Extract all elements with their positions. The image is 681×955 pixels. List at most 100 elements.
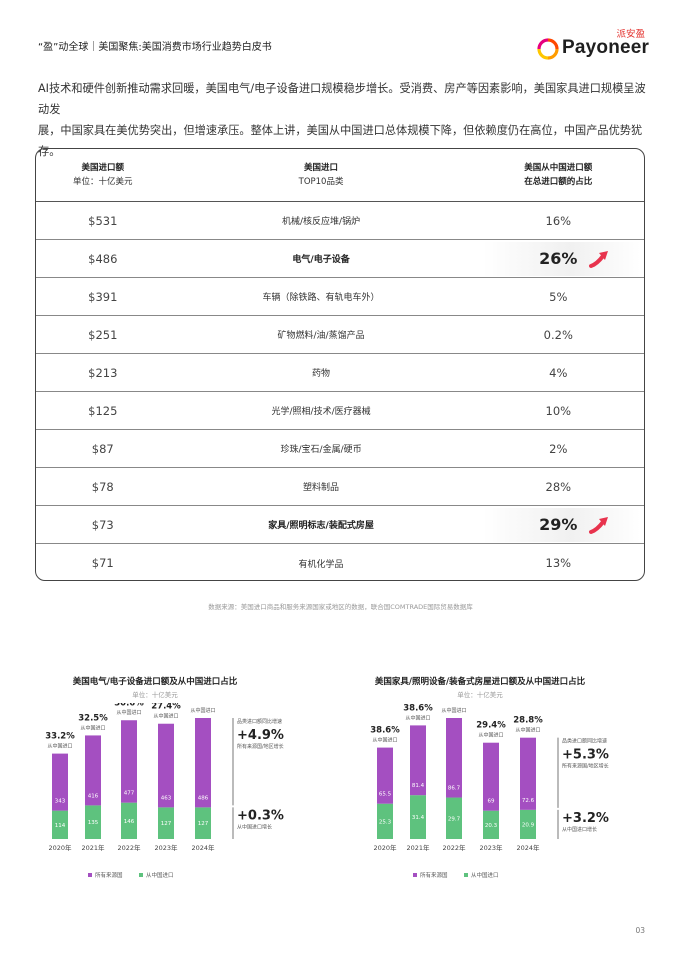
import-amount-cell: $87 bbox=[91, 441, 114, 456]
import-amount-cell: $73 bbox=[91, 517, 114, 532]
china-share-caption: 从中国进口 bbox=[405, 714, 430, 721]
china-value-label: 25.3 bbox=[379, 819, 392, 825]
china-share-caption: 从中国进口 bbox=[372, 737, 397, 744]
intro-paragraph: AI技术和硬件创新推动需求回暖，美国电气/电子设备进口规模稳步增长。受消费、房产… bbox=[38, 78, 648, 162]
category-cell: 有机化学品 bbox=[298, 559, 344, 570]
china-share-caption: 从中国进口 bbox=[47, 743, 72, 750]
china-share-caption: 从中国进口 bbox=[190, 707, 215, 714]
category-cell: 塑料制品 bbox=[303, 483, 340, 493]
legend-label-all-sources: 所有来源国 bbox=[420, 871, 448, 879]
category-cell: 药物 bbox=[312, 369, 331, 379]
category-cell: 家具/照明标志/装配式房屋 bbox=[268, 521, 374, 531]
china-share-cell: 4% bbox=[473, 354, 644, 391]
china-share-caption: 从中国进口 bbox=[515, 727, 540, 734]
china-share-value: 16% bbox=[545, 213, 572, 228]
china-share-caption: 从中国进口 bbox=[80, 724, 105, 731]
import-amount-cell: $125 bbox=[88, 403, 118, 418]
china-value-label: 20.9 bbox=[522, 822, 535, 828]
all-sources-value-label: 81.4 bbox=[412, 783, 425, 789]
table-row: $87 珍珠/宝石/金属/硬币 2% bbox=[36, 430, 644, 468]
chart-title: 美国家具/照明设备/装备式房屋进口额及从中国进口占比 bbox=[374, 677, 586, 687]
data-source-note: 数据来源：美国进口商品和服务来源国家或地区的数据，联合国COMTRADE国际贸易… bbox=[208, 603, 473, 611]
growth-caption: 品类进口额同比增速 bbox=[237, 718, 282, 725]
logo-wordmark: Payoneer bbox=[562, 37, 650, 58]
all-sources-bar bbox=[483, 742, 499, 811]
category-cell: 车辆（除铁路、有轨电车外） bbox=[262, 293, 380, 303]
china-value-label: 127 bbox=[161, 821, 172, 827]
china-share-value: 28% bbox=[545, 479, 572, 494]
china-share-caption: 从中国进口 bbox=[153, 713, 178, 720]
all-sources-value-label: 65.5 bbox=[379, 792, 392, 798]
all-sources-bar bbox=[85, 735, 101, 806]
x-tick-label: 2023年 bbox=[479, 843, 503, 852]
header-china-share: 美国从中国进口额 在总进口额的占比 bbox=[473, 149, 644, 201]
china-share-value: 13% bbox=[545, 556, 572, 570]
header-china-share-line2: 在总进口额的占比 bbox=[524, 177, 593, 187]
all-sources-value-label: 343 bbox=[55, 799, 66, 805]
china-value-label: 114 bbox=[55, 823, 66, 829]
legend-swatch-china bbox=[464, 873, 468, 877]
china-share-cell: 28% bbox=[473, 468, 644, 505]
table-row: $251 矿物燃料/油/蒸馏产品 0.2% bbox=[36, 316, 644, 354]
all-sources-value-label: 477 bbox=[124, 791, 135, 797]
header-category-sub: TOP10品类 bbox=[298, 177, 344, 187]
china-share-cell: 26% bbox=[473, 240, 644, 277]
chart-title: 美国电气/电子设备进口额及从中国进口占比 bbox=[72, 677, 238, 687]
china-import-bar bbox=[410, 795, 426, 839]
all-sources-bar bbox=[121, 720, 137, 803]
china-value-label: 146 bbox=[124, 819, 135, 825]
x-tick-label: 2022年 bbox=[442, 843, 466, 852]
china-import-bar bbox=[121, 802, 137, 839]
legend-label-china: 从中国进口 bbox=[471, 871, 499, 879]
china-share-cell: 5% bbox=[473, 278, 644, 315]
china-import-bar bbox=[52, 810, 68, 839]
x-tick-label: 2024年 bbox=[191, 843, 215, 852]
legend-label-china: 从中国进口 bbox=[146, 871, 174, 879]
china-import-bar bbox=[520, 809, 536, 839]
all-sources-bar bbox=[377, 747, 393, 804]
x-tick-label: 2023年 bbox=[154, 843, 178, 852]
china-share-label: 27.4% bbox=[151, 703, 181, 712]
table-row: $391 车辆（除铁路、有轨电车外） 5% bbox=[36, 278, 644, 316]
table-row: $78 塑料制品 28% bbox=[36, 468, 644, 506]
all-sources-bar bbox=[158, 723, 174, 808]
china-share-label: 26.1% bbox=[188, 703, 218, 706]
category-cell: 电气/电子设备 bbox=[292, 255, 350, 265]
china-value-label: 135 bbox=[88, 820, 99, 826]
china-share-label: 34.3% bbox=[439, 703, 469, 706]
x-tick-label: 2022年 bbox=[117, 843, 141, 852]
all-sources-value-label: 86.7 bbox=[448, 786, 461, 792]
category-cell: 机械/核反应堆/锅炉 bbox=[282, 217, 361, 227]
electronics-bar-chart-svg: 34311433.2%从中国进口2020年41613532.5%从中国进口202… bbox=[45, 703, 284, 879]
china-share-label: 29.4% bbox=[476, 721, 506, 731]
all-sources-bar bbox=[195, 718, 211, 808]
highlight-glow bbox=[482, 508, 641, 542]
china-share-value: 0.2% bbox=[543, 327, 573, 342]
all-sources-bar bbox=[446, 718, 462, 798]
legend-label-all-sources: 所有来源国 bbox=[95, 871, 123, 879]
china-import-bar bbox=[483, 810, 499, 839]
header-china-share-line1: 美国从中国进口额 bbox=[524, 163, 593, 173]
electronics-import-chart: 美国电气/电子设备进口额及从中国进口占比 单位：十亿美元 343 114 33.2%… bbox=[30, 667, 330, 887]
china-value-label: 20.3 bbox=[485, 823, 498, 829]
growth-caption: 品类进口额同比增速 bbox=[562, 738, 607, 745]
china-value-label: 127 bbox=[198, 821, 209, 827]
table-row: $71 有机化学品 13% bbox=[36, 544, 644, 580]
table-row: $73 家具/照明标志/装配式房屋 29% bbox=[36, 506, 644, 544]
china-value-label: 29.7 bbox=[448, 816, 461, 822]
total-growth-sub: 所有来源国/地区增长 bbox=[562, 763, 609, 770]
header-category-title: 美国进口 bbox=[304, 163, 339, 173]
all-sources-value-label: 486 bbox=[198, 795, 209, 801]
table-row: $125 光学/照相/技术/医疗器械 10% bbox=[36, 392, 644, 430]
china-share-cell: 10% bbox=[473, 392, 644, 429]
china-import-bar bbox=[377, 803, 393, 839]
highlight-glow bbox=[482, 242, 641, 276]
china-import-bar bbox=[195, 807, 211, 839]
x-tick-label: 2021年 bbox=[81, 843, 105, 852]
china-share-cell: 0.2% bbox=[473, 316, 644, 353]
all-sources-bar bbox=[52, 753, 68, 811]
china-import-bar bbox=[158, 807, 174, 839]
china-growth-value: +0.3% bbox=[237, 808, 284, 823]
import-amount-cell: $486 bbox=[88, 251, 118, 266]
furniture-bar-chart-svg: 65.525.338.6%从中国进口2020年81.431.438.6%从中国进… bbox=[370, 703, 609, 879]
